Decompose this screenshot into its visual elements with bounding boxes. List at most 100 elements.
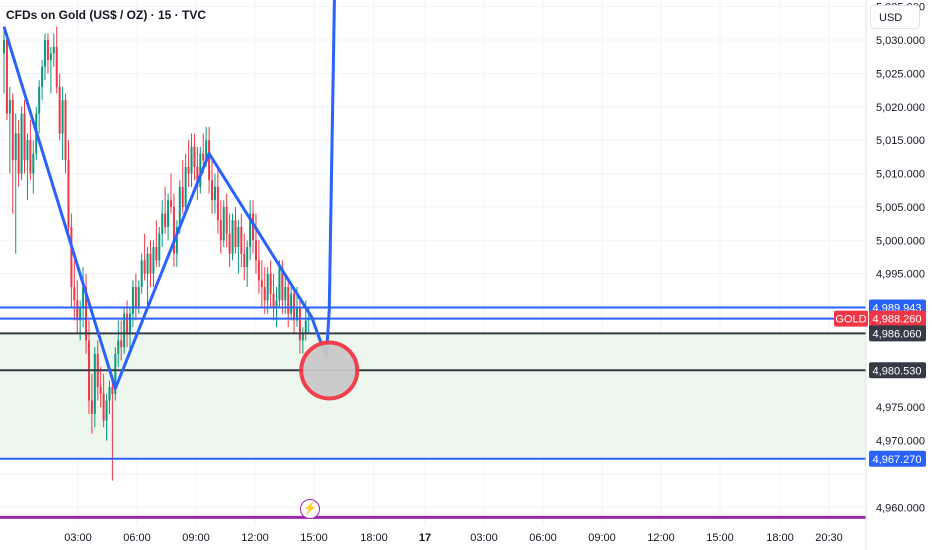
candle-body (114, 353, 117, 394)
candle-body (67, 160, 70, 227)
candle (266, 267, 269, 314)
x-tick-label: 18:00 (360, 532, 388, 544)
candle (14, 113, 17, 254)
candle (134, 273, 137, 321)
candle (8, 86, 11, 174)
lightning-bolt-icon[interactable]: ⚡ (300, 499, 320, 519)
zigzag-path (2, 0, 336, 390)
candle-body (196, 166, 199, 187)
candle-body (128, 313, 131, 334)
candle-body (190, 146, 193, 174)
candle (158, 226, 161, 268)
candle (102, 373, 105, 428)
candle-body (263, 287, 266, 301)
candle (252, 200, 255, 254)
y-tick-label: 5,010.000 (876, 169, 925, 181)
candle (67, 140, 70, 241)
candle (222, 200, 225, 247)
candle (240, 213, 243, 268)
candle (298, 300, 301, 354)
candle-body (240, 226, 243, 254)
candle (237, 220, 240, 274)
candle-body (254, 240, 257, 261)
candle-body (216, 186, 219, 221)
candle-body (90, 400, 93, 414)
candle (193, 133, 196, 181)
candle-body (17, 133, 20, 174)
candle (172, 193, 175, 268)
candle (108, 380, 111, 414)
candle (175, 220, 178, 268)
currency-selector[interactable]: USD (870, 5, 920, 29)
candle-body (208, 140, 211, 181)
symbol-tag-bg (834, 310, 868, 327)
candle (164, 186, 167, 234)
x-tick-label: 09:00 (588, 532, 616, 544)
candle-body (134, 287, 137, 308)
candle-body (266, 273, 269, 301)
candle (11, 93, 14, 214)
candle (249, 200, 252, 261)
candle (70, 213, 73, 308)
candle-body (32, 153, 35, 174)
candle-body (161, 213, 164, 234)
x-tick-label: 03:00 (64, 532, 92, 544)
candle (228, 213, 231, 268)
candle-body (275, 300, 278, 308)
price-label-text: 4,980.530 (873, 365, 922, 377)
candle-body (164, 213, 167, 227)
candle (82, 267, 85, 328)
candle-body (184, 166, 187, 207)
candle-body (117, 340, 120, 354)
candle (29, 120, 32, 181)
candle-body (272, 293, 275, 308)
candle (64, 93, 67, 174)
candle-body (99, 387, 102, 394)
candle (287, 280, 290, 328)
candle (208, 126, 211, 194)
y-tick-label: 5,005.000 (876, 202, 925, 214)
candle-body (199, 153, 202, 187)
candle-body (44, 40, 47, 67)
candle-body (167, 200, 170, 227)
candle (55, 26, 58, 94)
candle (123, 307, 126, 354)
candle-body (304, 320, 307, 334)
price-label: 4,986.060 (869, 325, 926, 342)
y-tick-label: 4,975.000 (876, 402, 925, 414)
price-label-bg (869, 450, 926, 467)
candle-body (172, 206, 175, 254)
candle (161, 200, 164, 247)
candle (90, 373, 93, 434)
candle (73, 260, 76, 321)
candle-body (296, 307, 298, 321)
candle-body (49, 53, 52, 61)
candle (184, 153, 187, 214)
symbol-tag-text: GOLD (835, 314, 866, 326)
candle-body (202, 153, 205, 161)
candle (117, 320, 120, 368)
candle (152, 240, 155, 288)
candle (155, 220, 158, 268)
candle-body (102, 393, 105, 421)
candle-body (85, 287, 88, 341)
candle-body (108, 387, 111, 401)
candle-body (187, 166, 190, 174)
candle (146, 246, 149, 308)
candle-body (222, 206, 225, 241)
candle (105, 393, 108, 441)
candle-body (93, 353, 96, 414)
candle (211, 160, 214, 214)
y-tick-label: 5,015.000 (876, 135, 925, 147)
candle-body (298, 307, 301, 341)
candle (254, 213, 257, 274)
candle-body (287, 287, 290, 314)
candle-body (46, 40, 49, 61)
price-label-text: 4,986.060 (873, 328, 922, 340)
candle (41, 60, 44, 101)
candle-body (5, 40, 8, 114)
x-tick-label: 12:00 (647, 532, 675, 544)
candle-body (158, 233, 161, 261)
y-tick-label: 5,025.000 (876, 68, 925, 80)
